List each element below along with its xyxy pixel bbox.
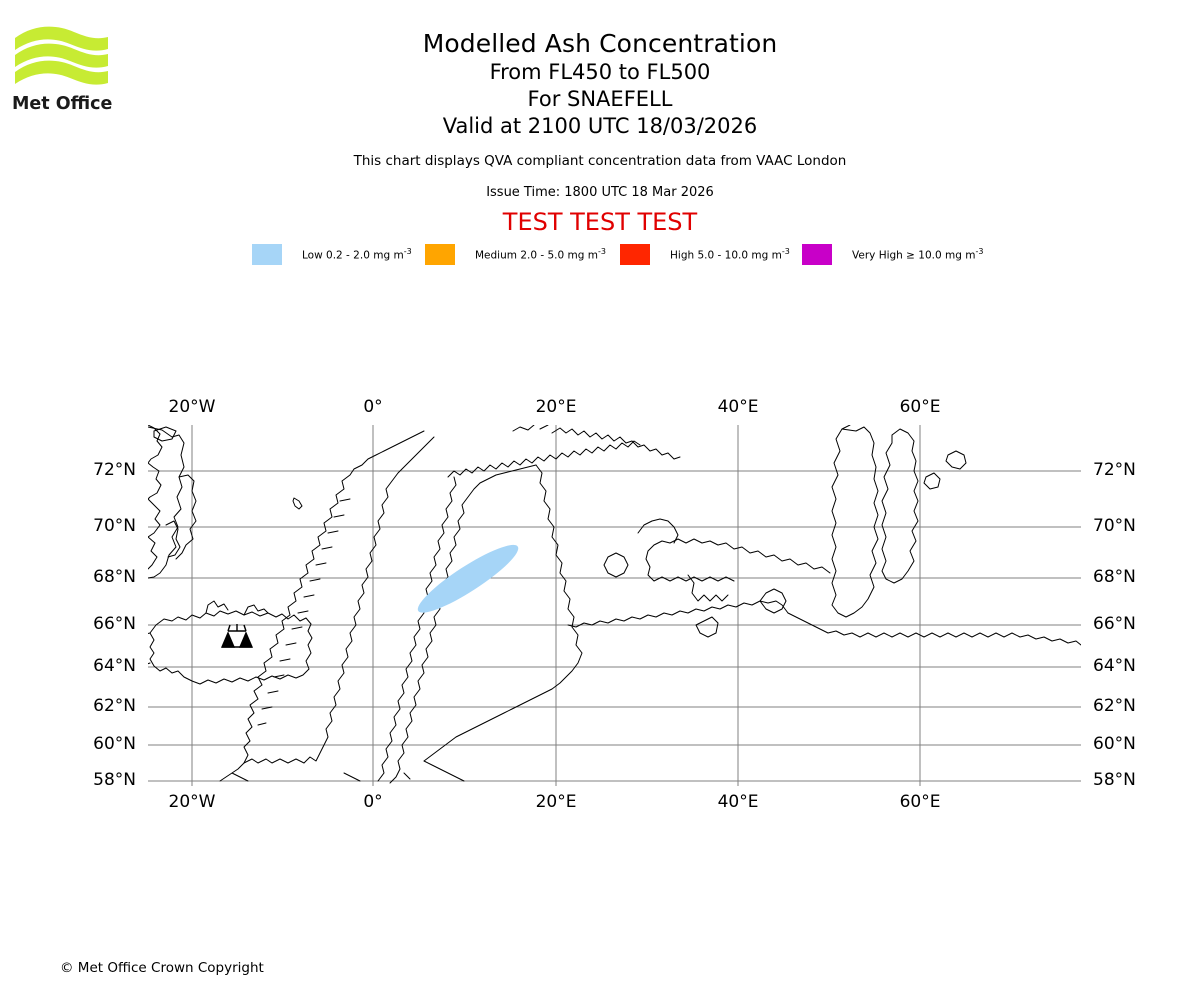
- compliance-note: This chart displays QVA compliant concen…: [353, 153, 847, 169]
- map-panel[interactable]: [148, 425, 1081, 786]
- lat-tick-left-5: 62°N: [93, 696, 136, 716]
- lat-tick-left-2: 68°N: [93, 567, 136, 587]
- lat-tick-right-2: 68°N: [1093, 567, 1136, 587]
- legend-label-0: Low 0.2 - 2.0 mg m-3: [302, 246, 412, 262]
- legend-label-1: Medium 2.0 - 5.0 mg m-3: [475, 246, 606, 262]
- volcano-line: For SNAEFELL: [527, 87, 673, 111]
- legend-swatch-1: [425, 243, 455, 265]
- lon-tick-bottom-1: 0°: [363, 792, 383, 812]
- lon-tick-bottom-3: 40°E: [717, 792, 759, 812]
- coastlines: [148, 425, 1081, 784]
- chart-header: Modelled Ash Concentration From FL450 to…: [0, 28, 1200, 236]
- lat-tick-left-4: 64°N: [93, 656, 136, 676]
- lat-tick-right-0: 72°N: [1093, 460, 1136, 480]
- met-office-logo-text: Met Office: [12, 94, 113, 114]
- legend-item-1: Medium 2.0 - 5.0 mg m-3: [425, 243, 606, 265]
- lon-tick-top-1: 0°: [363, 397, 383, 417]
- lat-tick-right-3: 66°N: [1093, 614, 1136, 634]
- lat-tick-left-3: 66°N: [93, 614, 136, 634]
- legend-swatch-0: [252, 243, 282, 265]
- lon-tick-top-2: 20°E: [535, 397, 577, 417]
- test-banner: TEST TEST TEST: [502, 208, 698, 236]
- lon-tick-bottom-2: 20°E: [535, 792, 577, 812]
- legend-label-3: Very High ≥ 10.0 mg m-3: [852, 246, 984, 262]
- legend-exponent-0: -3: [403, 246, 412, 256]
- lon-tick-bottom-0: 20°W: [168, 792, 216, 812]
- ash-plume-low: [417, 544, 519, 613]
- lat-tick-left-1: 70°N: [93, 516, 136, 536]
- lat-tick-left-7: 58°N: [93, 770, 136, 790]
- met-office-logo: Met Office: [12, 22, 122, 114]
- valid-time-line: Valid at 2100 UTC 18/03/2026: [442, 114, 758, 138]
- flight-level-line: From FL450 to FL500: [489, 60, 711, 84]
- copyright-notice: © Met Office Crown Copyright: [60, 960, 264, 976]
- legend-exponent-1: -3: [597, 246, 606, 256]
- lat-tick-left-6: 60°N: [93, 734, 136, 754]
- legend-exponent-2: -3: [781, 246, 790, 256]
- issue-time: Issue Time: 1800 UTC 18 Mar 2026: [486, 185, 714, 200]
- legend-item-0: Low 0.2 - 2.0 mg m-3: [252, 243, 412, 265]
- lat-tick-right-6: 60°N: [1093, 734, 1136, 754]
- lon-tick-bottom-4: 60°E: [899, 792, 941, 812]
- legend-swatch-2: [620, 243, 650, 265]
- legend-swatch-3: [802, 243, 832, 265]
- concentration-legend: Low 0.2 - 2.0 mg m-3 Medium 2.0 - 5.0 mg …: [0, 243, 1200, 265]
- lon-tick-top-4: 60°E: [899, 397, 941, 417]
- volcano-marker-snaefell: [220, 624, 254, 648]
- map-canvas[interactable]: [148, 425, 1081, 786]
- lon-tick-top-0: 20°W: [168, 397, 216, 417]
- lat-tick-right-5: 62°N: [1093, 696, 1136, 716]
- lat-tick-right-7: 58°N: [1093, 770, 1136, 790]
- page-title: Modelled Ash Concentration: [422, 29, 778, 58]
- lat-tick-right-4: 64°N: [1093, 656, 1136, 676]
- legend-item-2: High 5.0 - 10.0 mg m-3: [620, 243, 790, 265]
- ash-plume-low-region: [417, 544, 519, 613]
- graticule: [148, 425, 1081, 786]
- lat-tick-left-0: 72°N: [93, 460, 136, 480]
- legend-label-2: High 5.0 - 10.0 mg m-3: [670, 246, 790, 262]
- lat-tick-right-1: 70°N: [1093, 516, 1136, 536]
- lon-tick-top-3: 40°E: [717, 397, 759, 417]
- legend-item-3: Very High ≥ 10.0 mg m-3: [802, 243, 983, 265]
- legend-exponent-3: -3: [975, 246, 984, 256]
- met-office-logo-graphic: Met Office: [12, 26, 113, 114]
